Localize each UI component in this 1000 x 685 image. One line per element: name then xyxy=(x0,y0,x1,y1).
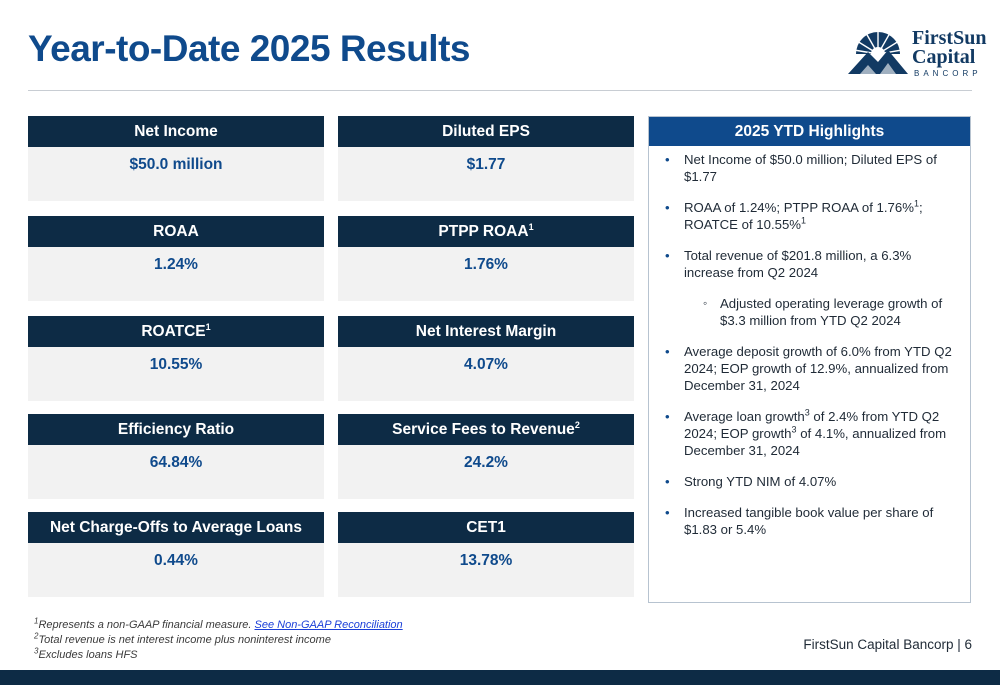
metric-value: 1.24% xyxy=(154,256,198,273)
list-subitem: Adjusted operating leverage growth of $3… xyxy=(663,295,958,329)
metric-card-net-interest-margin: Net Interest Margin 4.07% xyxy=(338,316,634,401)
list-item: ROAA of 1.24%; PTPP ROAA of 1.76%1; ROAT… xyxy=(663,199,958,233)
metric-label: Diluted EPS xyxy=(338,116,634,147)
footnote-2: 2Total revenue is net interest income pl… xyxy=(34,631,331,646)
list-item: Net Income of $50.0 million; Diluted EPS… xyxy=(663,151,958,185)
metric-label: Net Income xyxy=(28,116,324,147)
metric-card-ptpp-roaa: PTPP ROAA1 1.76% xyxy=(338,216,634,301)
list-item: Increased tangible book value per share … xyxy=(663,504,958,538)
logo-line-2: Capital xyxy=(912,46,976,68)
metric-label: Net Interest Margin xyxy=(338,316,634,347)
footnote-marker: 1 xyxy=(528,221,534,232)
metric-card-efficiency-ratio: Efficiency Ratio 64.84% xyxy=(28,414,324,499)
page-title: Year-to-Date 2025 Results xyxy=(28,28,470,69)
footnote-marker: 2 xyxy=(574,419,580,430)
metric-value: 0.44% xyxy=(154,552,198,569)
metric-value: 24.2% xyxy=(464,454,508,471)
logo-line-1: FirstSun xyxy=(912,27,987,49)
highlights-title: 2025 YTD Highlights xyxy=(649,117,970,146)
list-item: Average loan growth3 of 2.4% from YTD Q2… xyxy=(663,408,958,459)
highlights-list: Net Income of $50.0 million; Diluted EPS… xyxy=(649,146,970,538)
sunburst-mountain-icon xyxy=(848,30,908,74)
metric-label: PTPP ROAA1 xyxy=(338,216,634,247)
title-divider xyxy=(28,90,972,91)
metric-value: 4.07% xyxy=(464,356,508,373)
list-item: Strong YTD NIM of 4.07% xyxy=(663,473,958,490)
metric-label: Net Charge-Offs to Average Loans xyxy=(28,512,324,543)
highlights-panel: 2025 YTD Highlights Net Income of $50.0 … xyxy=(648,116,971,603)
metric-value: 1.76% xyxy=(464,256,508,273)
metric-card-cet1: CET1 13.78% xyxy=(338,512,634,597)
bottom-bar xyxy=(0,670,1000,685)
metric-card-roaa: ROAA 1.24% xyxy=(28,216,324,301)
footnote-1: 1Represents a non-GAAP financial measure… xyxy=(34,616,403,631)
metric-value: 13.78% xyxy=(459,552,513,569)
metric-card-service-fees: Service Fees to Revenue2 24.2% xyxy=(338,414,634,499)
logo-line-3: BANCORP xyxy=(914,69,982,78)
metric-label: Service Fees to Revenue2 xyxy=(338,414,634,445)
metric-label: CET1 xyxy=(338,512,634,543)
metric-card-diluted-eps: Diluted EPS $1.77 xyxy=(338,116,634,201)
metric-value: $1.77 xyxy=(466,156,506,173)
metric-card-net-income: Net Income $50.0 million xyxy=(28,116,324,201)
list-item: Average deposit growth of 6.0% from YTD … xyxy=(663,343,958,394)
metric-label: ROATCE1 xyxy=(28,316,324,347)
non-gaap-reconciliation-link[interactable]: See Non-GAAP Reconciliation xyxy=(254,619,403,631)
metric-value: $50.0 million xyxy=(129,156,223,173)
metric-label: Efficiency Ratio xyxy=(28,414,324,445)
footnote-marker: 1 xyxy=(205,321,211,332)
metric-value: 64.84% xyxy=(149,454,203,471)
company-logo: FirstSun Capital BANCORP xyxy=(846,26,986,82)
metric-value: 10.55% xyxy=(149,356,203,373)
footnote-3: 3Excludes loans HFS xyxy=(34,646,138,661)
list-item: Total revenue of $201.8 million, a 6.3% … xyxy=(663,247,958,281)
footer-page-label: FirstSun Capital Bancorp | 6 xyxy=(803,637,972,652)
metric-card-net-charge-offs: Net Charge-Offs to Average Loans 0.44% xyxy=(28,512,324,597)
metric-label: ROAA xyxy=(28,216,324,247)
metric-card-roatce: ROATCE1 10.55% xyxy=(28,316,324,401)
